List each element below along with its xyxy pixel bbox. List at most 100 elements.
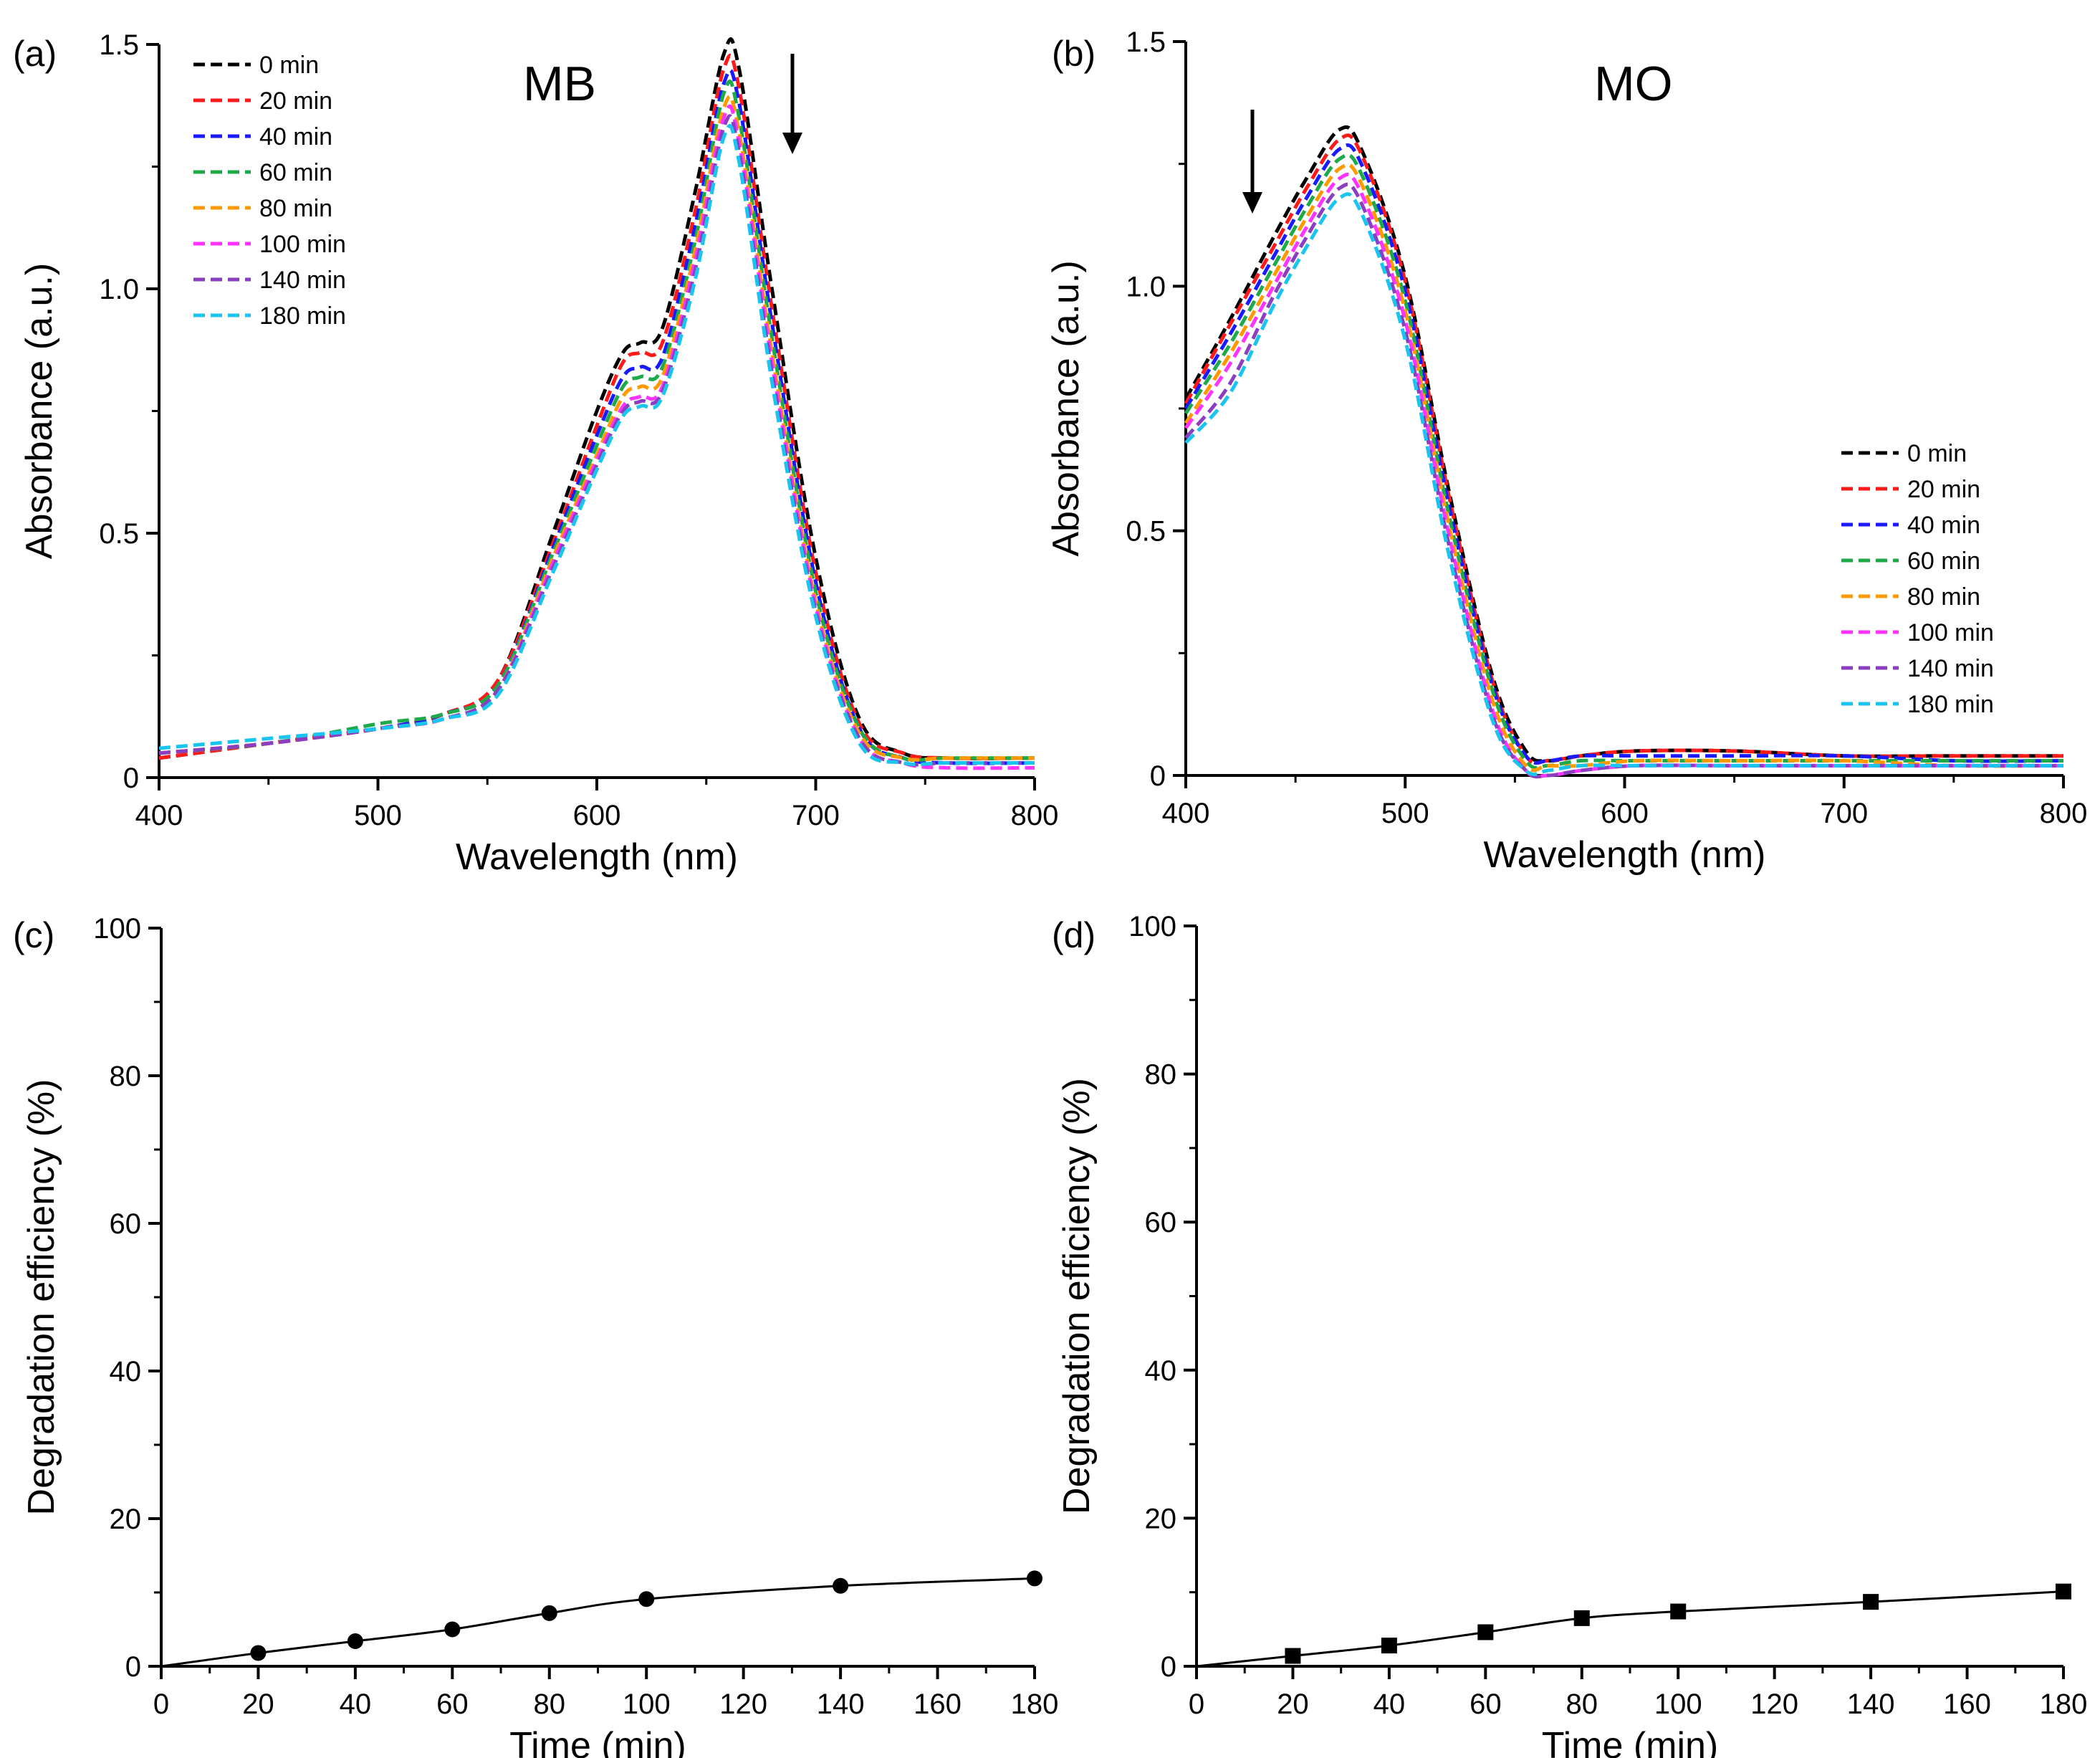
y-tick-label: 60 <box>1145 1207 1177 1238</box>
x-tick-label: 800 <box>1011 800 1059 831</box>
y-tick-label: 0.5 <box>99 518 139 550</box>
series-line-5 <box>1184 163 2064 773</box>
data-point-marker <box>1477 1624 1494 1640</box>
data-point-marker <box>250 1645 267 1661</box>
y-axis-title: Absorbance (a.u.) <box>1045 260 1087 556</box>
data-point-marker <box>1027 1570 1042 1587</box>
legend-label: 100 min <box>1907 619 1994 646</box>
x-tick-label: 60 <box>436 1688 469 1720</box>
series-line-8 <box>1184 192 2063 776</box>
legend-label: 40 min <box>1907 512 1980 539</box>
y-tick-label: 100 <box>1128 911 1176 942</box>
data-point-marker <box>1285 1648 1301 1664</box>
legend-label: 40 min <box>259 123 332 151</box>
series-line-4 <box>1184 153 2063 770</box>
y-tick-label: 80 <box>1145 1059 1177 1091</box>
x-tick-label: 140 <box>1847 1688 1895 1720</box>
series-line-1 <box>158 37 1035 760</box>
x-tick-label: 700 <box>1820 798 1868 829</box>
chart-panel-4: 0 20 40 60 80 100 120 140 160 180 0 20 40 60 80 100 Time… <box>1052 911 2087 1758</box>
y-tick-label: 20 <box>110 1504 142 1535</box>
x-tick-label: 500 <box>1381 798 1429 829</box>
y-tick-label: 1.0 <box>99 274 139 305</box>
x-tick-label: 400 <box>1162 798 1210 829</box>
x-tick-label: 140 <box>817 1688 865 1720</box>
x-tick-label: 80 <box>534 1688 566 1720</box>
legend-label: 0 min <box>1907 440 1967 467</box>
trend-arrow-head <box>782 133 802 154</box>
panel-label: (b) <box>1052 34 1095 74</box>
y-tick-label: 1.5 <box>1126 27 1166 58</box>
y-tick-label: 0 <box>123 763 139 794</box>
legend-label: 60 min <box>1907 548 1980 575</box>
y-tick-label: 0 <box>1161 1651 1176 1683</box>
legend-label: 80 min <box>1907 583 1980 611</box>
series-line-3 <box>1184 143 2064 765</box>
legend-label: 80 min <box>259 195 332 222</box>
legend-label: 20 min <box>259 87 332 115</box>
x-tick-label: 120 <box>1750 1688 1798 1720</box>
y-tick-label: 20 <box>1145 1503 1177 1534</box>
data-point-marker <box>2056 1583 2071 1600</box>
legend-label: 60 min <box>259 159 332 186</box>
legend-label: 100 min <box>259 231 346 258</box>
series-line-5 <box>158 95 1035 762</box>
y-axis-title: Degradation efficiency (%) <box>21 1079 62 1516</box>
x-tick-label: 180 <box>1011 1688 1059 1720</box>
x-tick-label: 80 <box>1566 1688 1598 1720</box>
y-tick-label: 40 <box>1145 1355 1177 1387</box>
y-tick-label: 0 <box>1150 760 1166 792</box>
x-tick-label: 400 <box>135 800 183 831</box>
chart-panel-3: 0 20 40 60 80 100 120 140 160 180 0 20 40 60 80 100 Time… <box>13 913 1058 1758</box>
legend-label: 180 min <box>259 302 346 330</box>
x-tick-label: 40 <box>1373 1688 1406 1720</box>
panel-label: (a) <box>13 34 57 74</box>
series-line-2 <box>158 53 1035 760</box>
x-tick-label: 600 <box>1601 798 1649 829</box>
legend-label: 180 min <box>1907 691 1994 718</box>
x-tick-label: 600 <box>573 800 621 831</box>
x-tick-label: 0 <box>153 1688 169 1720</box>
data-point-marker <box>638 1591 655 1607</box>
panel-label: (d) <box>1052 915 1095 955</box>
legend-label: 140 min <box>1907 655 1994 682</box>
y-tick-label: 0 <box>125 1651 141 1683</box>
x-tick-label: 700 <box>792 800 840 831</box>
y-tick-label: 60 <box>110 1208 142 1240</box>
chart-panel-2: 400 500 600 700 800 0 0.5 1.0 1.5 Wavelength (nm)… <box>1045 27 2087 876</box>
x-tick-label: 160 <box>1943 1688 1991 1720</box>
chart-panel-1: 400 500 600 700 800 0 0.5 1.0 1.5 Wavelength (nm)… <box>13 29 1058 878</box>
x-tick-label: 0 <box>1189 1688 1204 1720</box>
y-tick-label: 1.0 <box>1126 271 1166 302</box>
x-tick-label: 100 <box>623 1688 671 1720</box>
data-point-marker <box>541 1605 557 1621</box>
x-tick-label: 120 <box>719 1688 767 1720</box>
dye-label: MB <box>523 57 596 111</box>
data-point-marker <box>444 1621 461 1638</box>
trend-arrow-head <box>1242 192 1262 214</box>
y-tick-label: 100 <box>93 913 141 945</box>
x-tick-label: 40 <box>340 1688 372 1720</box>
data-point-marker <box>1863 1594 1879 1610</box>
data-point-marker <box>347 1633 363 1649</box>
x-axis-title: Time (min) <box>1542 1725 1719 1758</box>
data-point-marker <box>1573 1610 1590 1626</box>
x-axis-title: Wavelength (nm) <box>1484 834 1766 876</box>
y-axis-title: Degradation efficiency (%) <box>1056 1078 1098 1514</box>
data-point-marker <box>1381 1638 1397 1654</box>
legend-label: 140 min <box>259 267 346 294</box>
x-axis-title: Wavelength (nm) <box>456 836 738 878</box>
x-tick-label: 100 <box>1654 1688 1702 1720</box>
y-tick-label: 80 <box>110 1061 142 1092</box>
x-tick-label: 500 <box>354 800 402 831</box>
x-tick-label: 20 <box>242 1688 274 1720</box>
dye-label: MO <box>1594 57 1673 111</box>
data-point-marker <box>1670 1603 1687 1620</box>
x-tick-label: 160 <box>914 1688 962 1720</box>
legend-label: 0 min <box>259 52 319 79</box>
series-line-3 <box>158 68 1035 765</box>
x-tick-label: 180 <box>2040 1688 2088 1720</box>
legend-label: 20 min <box>1907 476 1980 503</box>
series-line-4 <box>158 80 1035 763</box>
